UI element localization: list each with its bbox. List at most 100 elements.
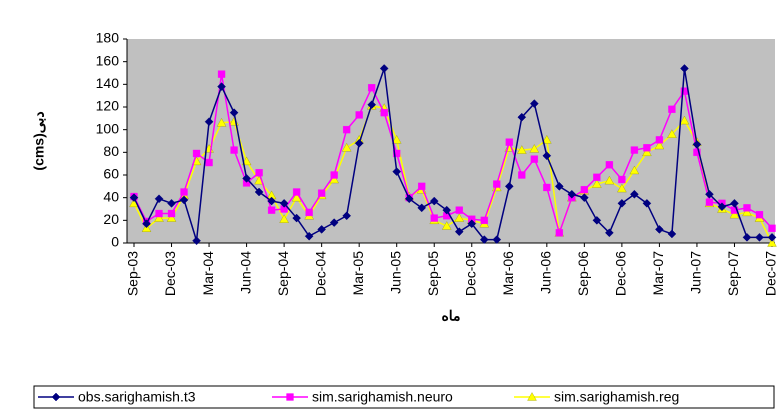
marker: [217, 82, 226, 91]
marker: [267, 196, 276, 206]
marker: [705, 198, 714, 206]
legend-marker: [527, 392, 537, 401]
marker: [730, 198, 739, 208]
y-tick-label: 0: [111, 234, 119, 250]
marker: [493, 180, 501, 188]
marker: [480, 216, 488, 224]
marker: [180, 188, 188, 196]
legend-marker: [51, 392, 61, 402]
x-tick-label: Dec-04: [312, 251, 328, 296]
y-tick-label: 120: [96, 98, 120, 114]
y-tick-label: 40: [103, 188, 119, 204]
x-axis-label: ماه: [441, 308, 460, 324]
marker: [304, 231, 314, 241]
marker: [767, 238, 777, 247]
marker: [518, 171, 526, 179]
legend-marker: [286, 393, 294, 401]
marker: [717, 202, 727, 212]
marker: [205, 158, 213, 167]
marker: [604, 175, 615, 185]
marker: [555, 229, 563, 237]
marker: [618, 175, 626, 184]
legend: [33, 385, 775, 409]
marker: [542, 151, 552, 161]
x-tick-label: Jun-07: [688, 251, 704, 294]
marker: [291, 192, 302, 202]
marker: [455, 206, 463, 214]
marker: [479, 235, 489, 244]
marker: [592, 215, 602, 225]
marker: [154, 213, 164, 222]
y-tick-label: 80: [103, 143, 119, 159]
marker: [629, 165, 640, 175]
marker: [617, 198, 627, 208]
y-tick-label: 60: [103, 166, 119, 182]
marker: [129, 193, 139, 203]
legend-label: sim.sarighamish.neuro: [312, 389, 453, 405]
marker: [517, 145, 527, 154]
marker: [329, 218, 339, 227]
marker: [154, 194, 164, 204]
marker: [379, 64, 389, 73]
x-tick-label: Dec-06: [613, 251, 629, 296]
marker: [743, 204, 751, 212]
marker: [166, 213, 177, 222]
marker: [605, 228, 614, 238]
marker: [429, 196, 439, 206]
x-tick-label: Mar-05: [350, 251, 366, 296]
marker: [155, 209, 163, 218]
marker: [729, 209, 740, 219]
marker: [529, 99, 539, 108]
marker: [255, 169, 263, 177]
marker: [668, 105, 676, 113]
marker: [167, 209, 176, 218]
marker: [368, 84, 376, 92]
marker: [430, 214, 438, 222]
marker: [655, 225, 664, 234]
marker: [330, 171, 338, 179]
legend-label: obs.sarighamish.t3: [78, 389, 196, 405]
marker: [642, 198, 652, 208]
plot-area: [127, 39, 775, 243]
series-line: [133, 74, 773, 236]
x-tick-label: Mar-06: [500, 251, 516, 296]
marker: [667, 229, 677, 239]
marker: [767, 232, 777, 242]
marker: [742, 232, 752, 242]
marker: [654, 140, 665, 150]
x-tick-label: Mar-07: [650, 251, 666, 296]
marker: [380, 109, 388, 117]
x-tick-label: Jun-05: [387, 251, 403, 294]
marker: [467, 219, 477, 229]
marker: [667, 129, 677, 138]
y-tick-label: 180: [96, 30, 120, 46]
marker: [679, 115, 690, 125]
marker: [305, 208, 313, 217]
marker: [343, 126, 351, 134]
marker: [655, 136, 664, 144]
marker: [755, 211, 764, 219]
marker: [530, 155, 538, 163]
marker: [468, 215, 476, 223]
marker: [755, 232, 764, 242]
marker: [418, 182, 426, 190]
marker: [216, 118, 227, 127]
marker: [768, 224, 776, 232]
marker: [567, 189, 577, 199]
marker: [192, 149, 201, 158]
y-tick-label: 20: [103, 211, 119, 227]
marker: [492, 235, 502, 244]
marker: [230, 146, 238, 154]
marker: [167, 198, 176, 208]
marker: [267, 206, 276, 214]
series-line: [133, 68, 772, 241]
x-tick-label: Mar-04: [200, 251, 216, 296]
marker: [142, 219, 151, 229]
marker: [355, 111, 363, 119]
x-tick-label: Sep-06: [575, 251, 591, 296]
marker: [517, 112, 527, 122]
marker: [529, 144, 540, 153]
marker: [292, 188, 301, 196]
marker: [179, 195, 189, 205]
